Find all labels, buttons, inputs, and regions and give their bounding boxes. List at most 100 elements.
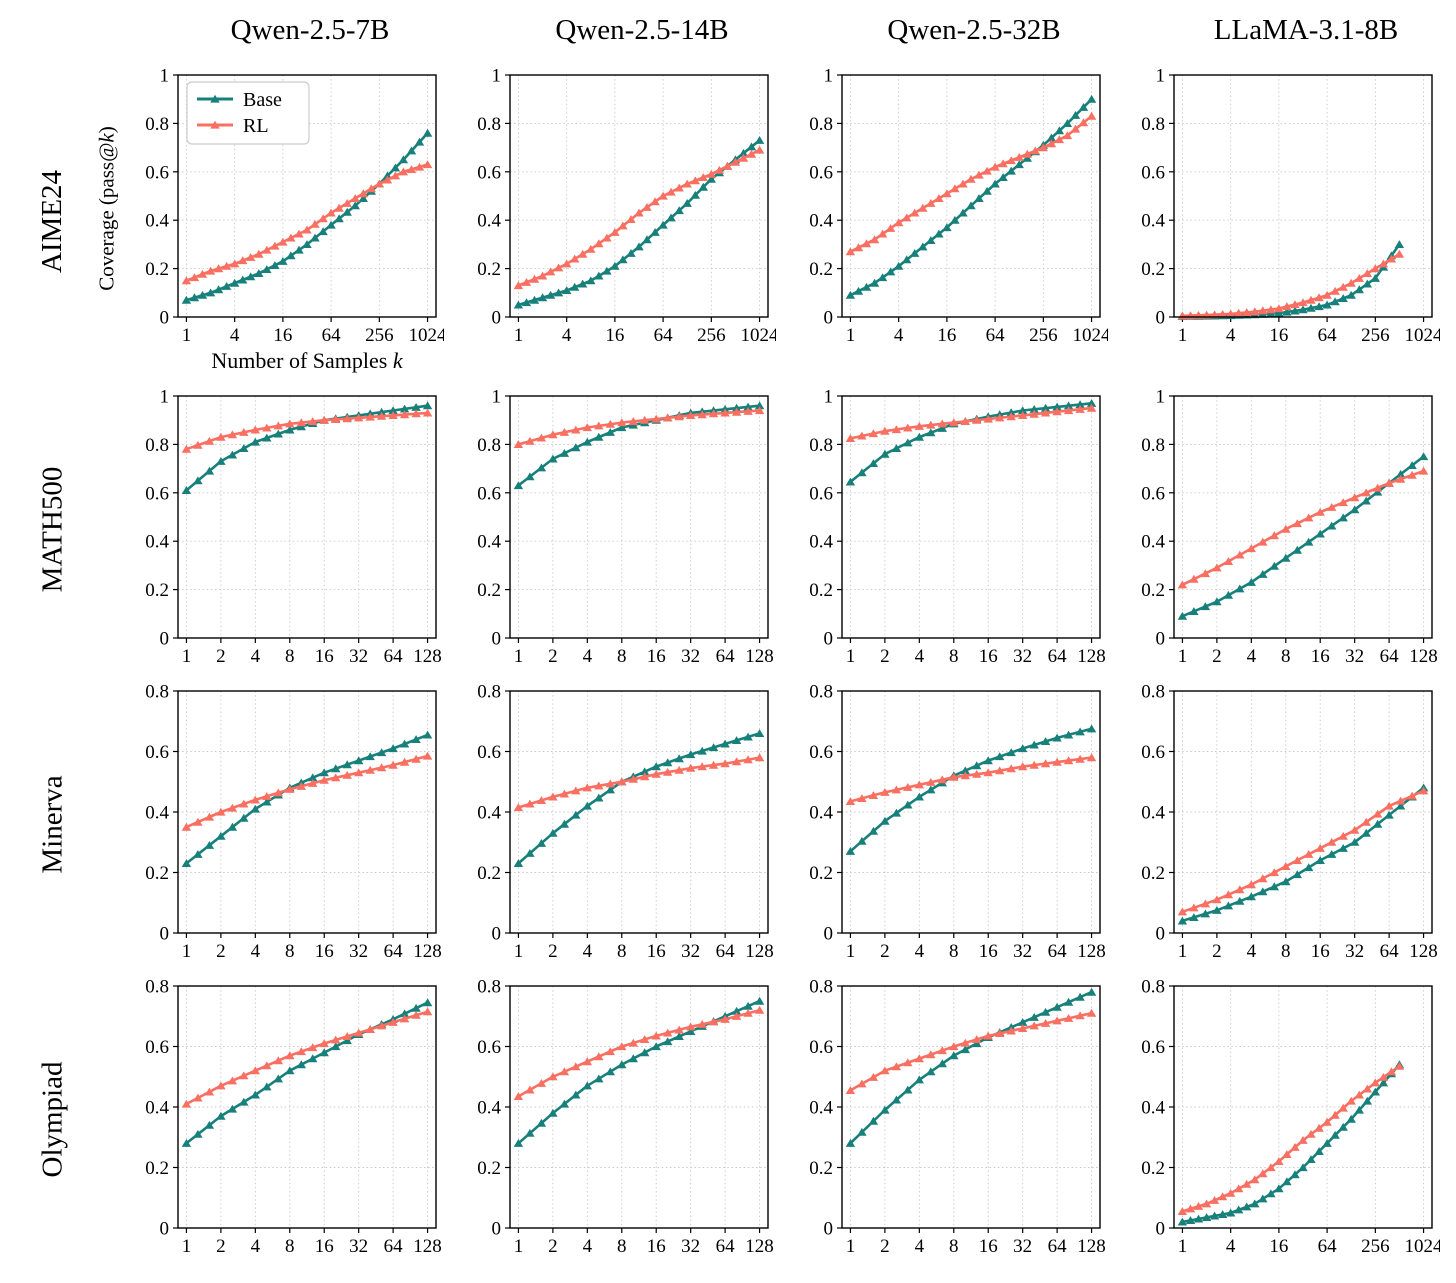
svg-text:256: 256 [365, 325, 394, 346]
svg-text:1024: 1024 [1073, 325, 1108, 346]
svg-text:0.2: 0.2 [1141, 863, 1165, 884]
svg-text:0.2: 0.2 [809, 580, 833, 601]
svg-text:128: 128 [413, 941, 442, 962]
svg-text:32: 32 [349, 1236, 368, 1257]
svg-text:0.4: 0.4 [1141, 532, 1165, 553]
svg-text:128: 128 [413, 1236, 442, 1257]
svg-text:128: 128 [1077, 646, 1106, 667]
svg-text:0: 0 [1156, 924, 1166, 945]
chart-canvas: 1 4 16 64 256 1024 0 0.2 0.4 0.6 0.8 1 [1114, 66, 1443, 349]
svg-text:0.8: 0.8 [809, 435, 833, 456]
svg-text:1024: 1024 [409, 325, 444, 346]
svg-text:64: 64 [384, 941, 404, 962]
svg-text:1: 1 [182, 325, 192, 346]
svg-text:32: 32 [349, 646, 368, 667]
svg-text:8: 8 [617, 1236, 627, 1257]
chart-svg: 1 2 4 8 16 32 64 128 0 0.2 0.4 0.6 0.8 1 [477, 387, 774, 668]
svg-text:0: 0 [492, 924, 502, 945]
svg-text:0: 0 [1156, 308, 1166, 329]
svg-text:0.8: 0.8 [1141, 683, 1165, 703]
svg-text:32: 32 [1345, 646, 1364, 667]
svg-text:0.4: 0.4 [477, 803, 501, 824]
svg-text:2: 2 [216, 1236, 226, 1257]
svg-text:256: 256 [1029, 325, 1058, 346]
subplot-minerva-qwen-14b: 1 2 4 8 16 32 64 128 0 0.2 0.4 0.6 0.8 [450, 682, 782, 965]
svg-text:0.2: 0.2 [809, 1158, 833, 1179]
svg-text:0.6: 0.6 [477, 483, 501, 504]
svg-text:16: 16 [647, 1236, 666, 1257]
svg-text:4: 4 [230, 325, 240, 346]
svg-text:0.4: 0.4 [145, 532, 169, 553]
svg-text:1: 1 [492, 388, 502, 408]
svg-text:1: 1 [514, 941, 524, 962]
svg-text:8: 8 [285, 941, 295, 962]
row-label-math500: MATH500 [36, 466, 69, 592]
svg-text:1: 1 [492, 67, 502, 87]
svg-text:4: 4 [1226, 1236, 1236, 1257]
subplot-aime24-llama-8b: 1 4 16 64 256 1024 0 0.2 0.4 0.6 0.8 1 [1114, 66, 1446, 375]
svg-text:1: 1 [846, 941, 856, 962]
svg-text:0.4: 0.4 [145, 211, 169, 232]
row-label-olympiad: Olympiad [36, 1061, 69, 1177]
svg-text:0.8: 0.8 [145, 435, 169, 456]
chart-canvas: 1 2 4 8 16 32 64 128 0 0.2 0.4 0.6 0.8 [118, 977, 444, 1260]
svg-text:64: 64 [716, 646, 736, 667]
svg-text:32: 32 [1013, 1236, 1032, 1257]
chart-canvas: 1 4 16 64 256 1024 0 0.2 0.4 0.6 0.8 1 [450, 66, 779, 349]
svg-text:0.6: 0.6 [1141, 162, 1165, 183]
svg-text:0.8: 0.8 [477, 978, 501, 998]
svg-text:0.4: 0.4 [477, 532, 501, 553]
svg-text:16: 16 [315, 941, 334, 962]
svg-text:4: 4 [251, 941, 261, 962]
svg-text:16: 16 [315, 1236, 334, 1257]
svg-text:1: 1 [182, 646, 192, 667]
svg-text:0.4: 0.4 [1141, 803, 1165, 824]
svg-text:0.2: 0.2 [477, 1158, 501, 1179]
svg-text:0.8: 0.8 [809, 683, 833, 703]
svg-text:0.2: 0.2 [809, 259, 833, 280]
row-label-aime24: AIME24 [36, 169, 69, 273]
chart-svg: 1 4 16 64 256 1024 0 0.2 0.4 0.6 0.8 1 Base RL [145, 66, 447, 347]
svg-text:64: 64 [1048, 941, 1068, 962]
svg-text:16: 16 [1311, 941, 1330, 962]
chart-canvas: 1 4 16 64 256 1024 0 0.2 0.4 0.6 0.8 1 Base RL [118, 66, 447, 349]
svg-text:0.2: 0.2 [145, 1158, 169, 1179]
svg-text:8: 8 [949, 941, 959, 962]
svg-text:16: 16 [315, 646, 334, 667]
svg-text:2: 2 [548, 1236, 558, 1257]
svg-text:1: 1 [824, 388, 834, 408]
svg-text:1: 1 [514, 1236, 524, 1257]
chart-svg: 1 2 4 8 16 32 64 128 0 0.2 0.4 0.6 0.8 [809, 977, 1106, 1258]
svg-text:0.4: 0.4 [145, 1098, 169, 1119]
svg-text:0.6: 0.6 [809, 742, 833, 763]
svg-text:0.4: 0.4 [477, 1098, 501, 1119]
svg-text:0.6: 0.6 [809, 1037, 833, 1058]
subplot-olympiad-llama-8b: 1 4 16 64 256 1024 0 0.2 0.4 0.6 0.8 [1114, 977, 1446, 1260]
subplot-minerva-qwen-32b: 1 2 4 8 16 32 64 128 0 0.2 0.4 0.6 0.8 [782, 682, 1114, 965]
svg-text:4: 4 [1226, 325, 1236, 346]
svg-text:0.6: 0.6 [145, 483, 169, 504]
svg-text:16: 16 [979, 646, 998, 667]
svg-text:1: 1 [182, 1236, 192, 1257]
subplot-aime24-qwen-7b: Coverage (pass@k) 1 4 16 64 256 1024 0 0.2 0.4 0.… [95, 66, 450, 375]
svg-text:64: 64 [322, 325, 342, 346]
chart-svg: 1 2 4 8 16 32 64 128 0 0.2 0.4 0.6 0.8 1 [1141, 387, 1438, 668]
chart-canvas: 1 2 4 8 16 32 64 128 0 0.2 0.4 0.6 0.8 [782, 977, 1108, 1260]
svg-text:1: 1 [1156, 388, 1166, 408]
svg-text:0.6: 0.6 [477, 1037, 501, 1058]
svg-text:32: 32 [681, 646, 700, 667]
svg-text:0: 0 [824, 629, 834, 650]
chart-canvas: 1 2 4 8 16 32 64 128 0 0.2 0.4 0.6 0.8 1 [782, 387, 1108, 670]
svg-text:64: 64 [1318, 1236, 1338, 1257]
svg-text:128: 128 [1409, 646, 1438, 667]
svg-text:0.2: 0.2 [1141, 259, 1165, 280]
svg-text:2: 2 [880, 646, 890, 667]
svg-text:0.2: 0.2 [477, 863, 501, 884]
subplot-minerva-qwen-7b: 1 2 4 8 16 32 64 128 0 0.2 0.4 0.6 0.8 [118, 682, 450, 965]
svg-text:8: 8 [617, 941, 627, 962]
column-title-qwen-7b: Qwen-2.5-7B [230, 14, 390, 46]
svg-text:8: 8 [617, 646, 627, 667]
svg-text:0.4: 0.4 [145, 803, 169, 824]
svg-text:128: 128 [413, 646, 442, 667]
svg-text:4: 4 [915, 1236, 925, 1257]
